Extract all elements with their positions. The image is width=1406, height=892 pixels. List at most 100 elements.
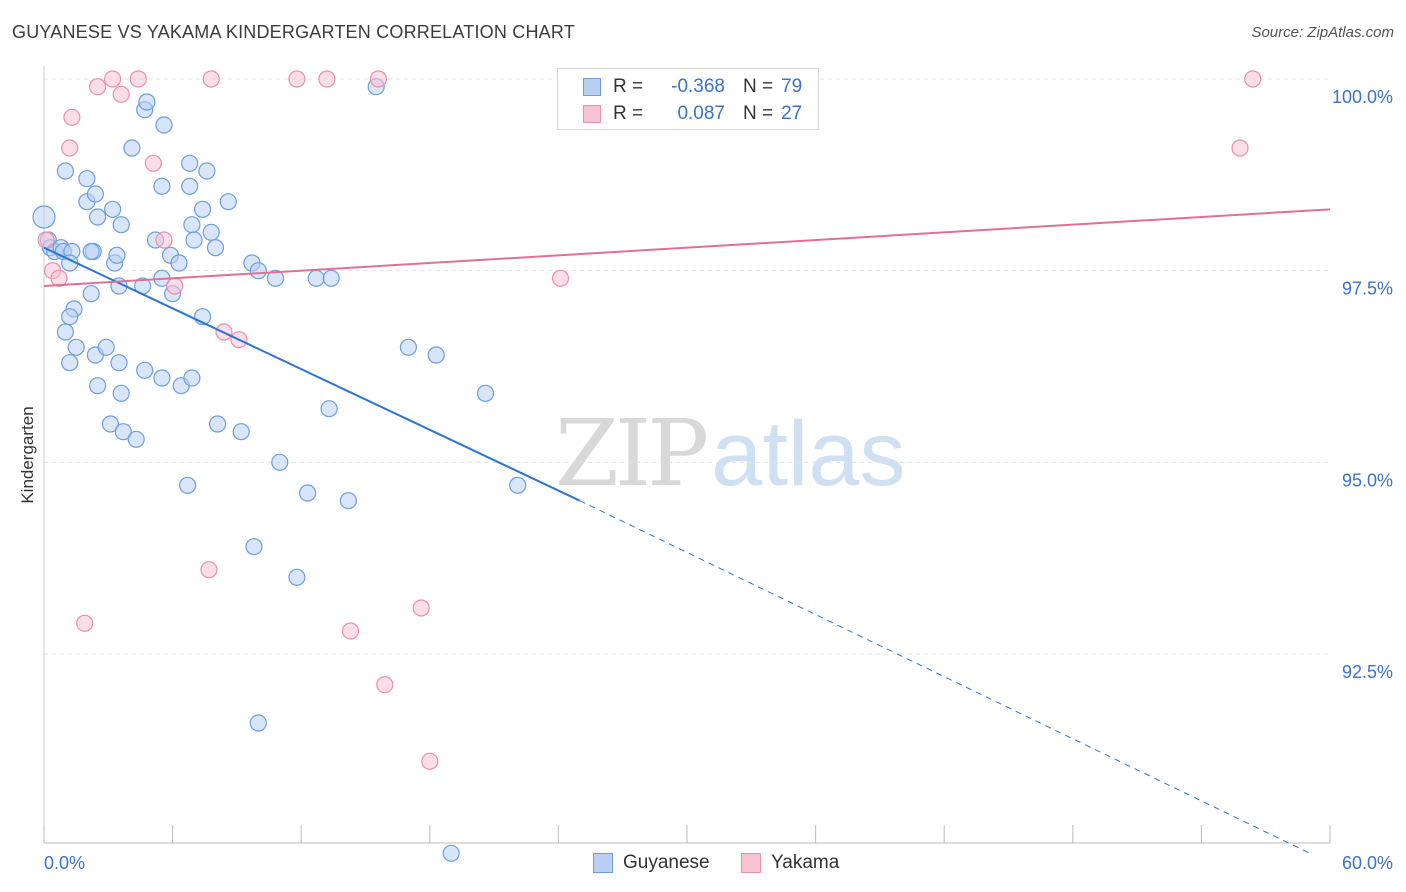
guyanese-point	[206, 239, 225, 257]
guyanese-point	[101, 415, 120, 433]
guyanese-point	[88, 377, 107, 395]
guyanese-point	[86, 185, 105, 203]
guyanese-point	[299, 484, 317, 502]
y-tick-label: 95.0%	[1342, 470, 1393, 490]
watermark-zip: ZIP	[555, 400, 709, 507]
watermark-atlas: atlas	[711, 403, 906, 505]
y-axis-label: Kindergarten	[18, 406, 37, 504]
yakama-trend-line	[43, 208, 1331, 287]
guyanese-legend-swatch	[593, 853, 613, 873]
yakama-legend-swatch	[741, 853, 761, 873]
guyanese-point	[249, 262, 267, 280]
guyanese-point	[249, 714, 267, 732]
watermark: ZIPatlas	[555, 400, 906, 507]
yakama-point	[341, 622, 360, 640]
guyanese-point	[103, 200, 122, 218]
guyanese-point	[112, 216, 130, 234]
r-label: R =	[613, 103, 644, 124]
guyanese-point	[112, 384, 130, 402]
guyanese-point	[320, 400, 338, 418]
guyanese-point	[153, 369, 171, 387]
stats-legend: R = -0.368 N = 79 R = 0.087 N = 27	[557, 68, 819, 130]
legend-row-yakama: R = 0.087 N = 27	[558, 101, 802, 127]
yakama-point	[1231, 139, 1249, 157]
yakama-point	[112, 85, 130, 103]
r-label: R =	[613, 76, 644, 97]
guyanese-point	[67, 338, 85, 356]
guyanese-point	[136, 361, 154, 379]
yakama-point	[103, 70, 122, 88]
x-tick-label: 0.0%	[44, 853, 85, 873]
yakama-point	[166, 277, 184, 295]
guyanese-point	[97, 338, 115, 356]
guyanese-point	[56, 323, 75, 341]
yakama-point	[412, 599, 430, 617]
guyanese-point	[399, 338, 417, 356]
guyanese-point	[82, 285, 100, 303]
legend-row-guyanese: R = -0.368 N = 79	[558, 74, 802, 100]
guyanese-point	[110, 354, 128, 372]
guyanese-point	[183, 216, 201, 234]
guyanese-point	[202, 223, 220, 241]
legend-label-guyanese: Guyanese	[623, 852, 710, 873]
yakama-point	[202, 70, 220, 88]
series-legend: Guyanese Yakama	[0, 852, 1406, 876]
guyanese-point	[194, 200, 212, 218]
legend-item-yakama: Yakama	[741, 852, 839, 874]
y-tick-label: 92.5%	[1342, 662, 1393, 682]
guyanese-point	[219, 193, 237, 211]
yakama-point	[144, 154, 162, 172]
yakama-point	[288, 70, 306, 88]
guyanese-point	[339, 492, 357, 510]
yakama-point	[37, 231, 55, 249]
guyanese-point	[114, 423, 132, 441]
guyanese-point	[427, 346, 445, 364]
yakama-point	[551, 269, 570, 287]
yakama-n-value: 27	[781, 103, 803, 124]
yakama-point	[421, 752, 439, 770]
chart-title: GUYANESE VS YAKAMA KINDERGARTEN CORRELAT…	[12, 22, 575, 42]
guyanese-point	[138, 93, 156, 111]
yakama-point	[369, 70, 387, 88]
guyanese-point	[123, 139, 141, 157]
guyanese-point	[509, 476, 527, 494]
guyanese-point	[61, 308, 79, 326]
guyanese-swatch	[583, 78, 601, 96]
guyanese-point	[271, 453, 289, 471]
yakama-point	[61, 139, 79, 157]
yakama-point	[50, 269, 68, 287]
n-label: N =	[743, 103, 774, 124]
yakama-r-value: 0.087	[677, 103, 725, 124]
y-tick-label: 97.5%	[1342, 279, 1393, 299]
guyanese-point	[78, 170, 96, 188]
yakama-swatch	[583, 105, 601, 123]
guyanese-point	[179, 476, 197, 494]
guyanese-point	[185, 231, 203, 249]
guyanese-point	[32, 205, 56, 229]
yakama-point	[318, 70, 336, 88]
yakama-point	[376, 676, 394, 694]
guyanese-point	[307, 269, 325, 287]
yakama-point	[200, 561, 218, 579]
guyanese-point	[198, 162, 216, 180]
guyanese-point	[61, 354, 79, 372]
yakama-point	[88, 78, 107, 96]
guyanese-point	[288, 568, 306, 586]
guyanese-trend-line	[43, 246, 581, 502]
yakama-point	[155, 231, 173, 249]
guyanese-point	[153, 177, 171, 195]
guyanese-point	[232, 423, 250, 441]
guyanese-point	[442, 844, 460, 862]
yakama-point	[63, 108, 81, 126]
guyanese-point	[155, 116, 173, 134]
legend-label-yakama: Yakama	[771, 852, 840, 873]
guyanese-point	[181, 177, 199, 195]
guyanese-point	[88, 208, 107, 226]
yakama-point	[129, 70, 147, 88]
guyanese-r-value: -0.368	[671, 76, 725, 97]
n-label: N =	[743, 76, 774, 97]
guyanese-point	[127, 430, 145, 448]
yakama-point	[1244, 70, 1262, 88]
guyanese-point	[82, 242, 100, 261]
